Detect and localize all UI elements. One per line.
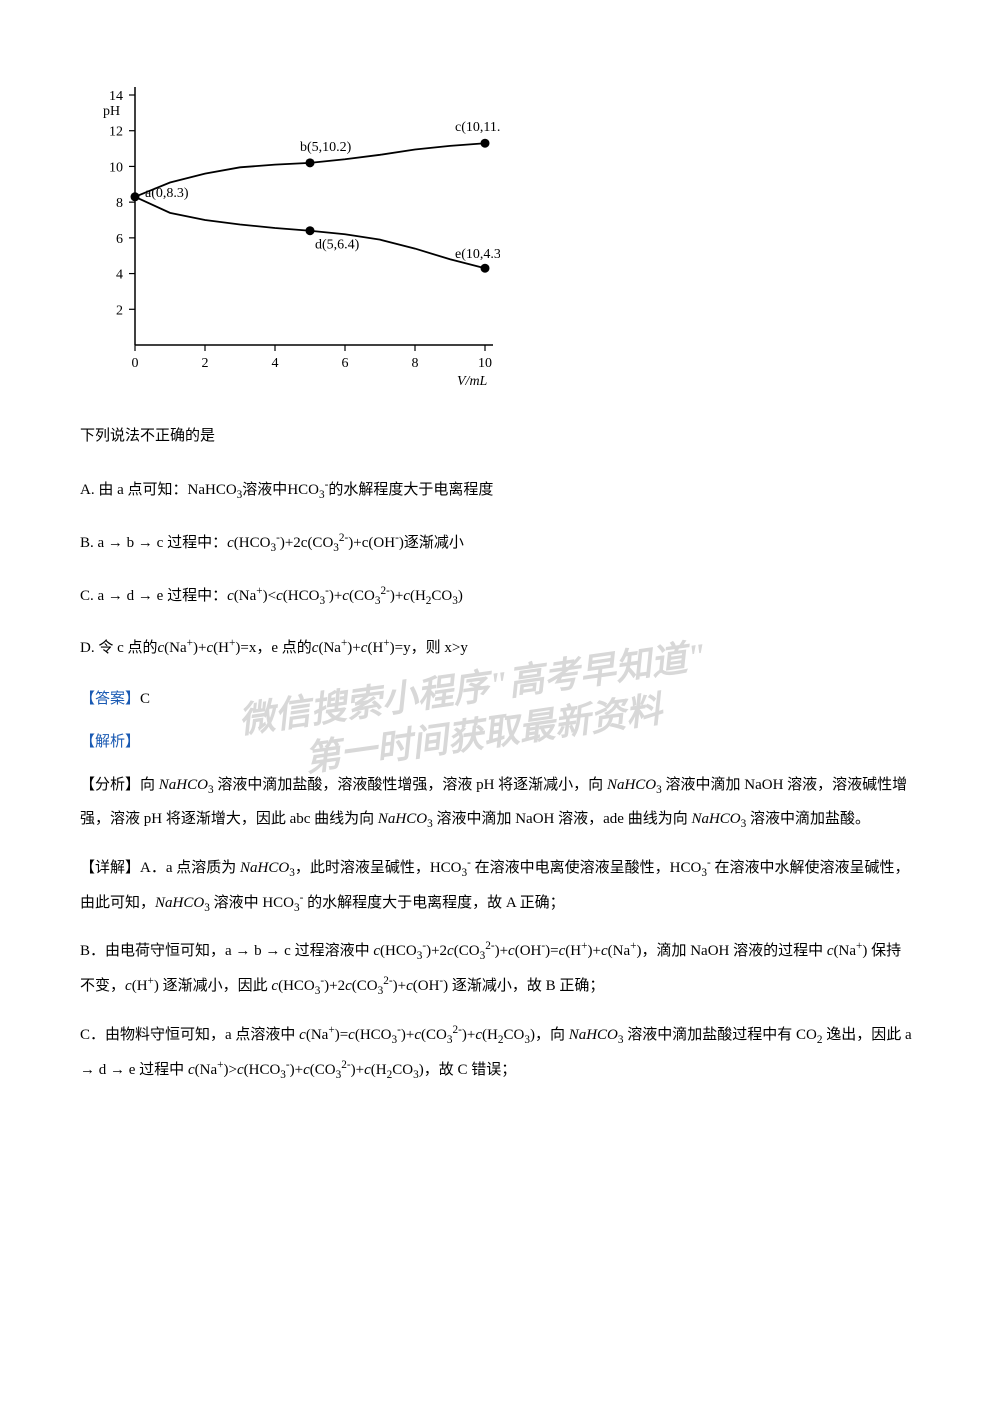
svg-text:14: 14 bbox=[109, 89, 123, 104]
option-d: D. 令 c 点的c(Na+)+c(H+)=x，e 点的c(Na+)+c(H+)… bbox=[80, 631, 912, 665]
option-a-prefix: A. 由 a 点可知： bbox=[80, 482, 188, 498]
svg-text:b(5,10.2): b(5,10.2) bbox=[300, 140, 352, 155]
chem-nahco3: NaHCO bbox=[188, 482, 237, 498]
detail-b-text: B．由电荷守恒可知，a → b → c 过程溶液中 c(HCO3-)+2c(CO… bbox=[80, 943, 901, 994]
analysis-label: 【解析】 bbox=[80, 726, 912, 759]
option-c-expr: c(Na+)<c(HCO3-)+c(CO32-)+c(H2CO3) bbox=[227, 588, 463, 604]
option-b: B. a → b → c 过程中：c(HCO3-)+2c(CO32-)+c(OH… bbox=[80, 526, 912, 561]
svg-text:0: 0 bbox=[132, 356, 139, 371]
option-b-prefix: B. bbox=[80, 535, 98, 551]
svg-text:2: 2 bbox=[202, 356, 209, 371]
detail-a-text: A．a 点溶质为 NaHCO3，此时溶液呈碱性，HCO3- 在溶液中电离使溶液呈… bbox=[80, 860, 909, 911]
analysis-detail-a: 【详解】A．a 点溶质为 NaHCO3，此时溶液呈碱性，HCO3- 在溶液中电离… bbox=[80, 851, 912, 921]
svg-text:10: 10 bbox=[478, 356, 492, 371]
option-d-expr2: c(Na+)+c(H+)=y bbox=[312, 640, 411, 656]
answer-label: 【答案】 bbox=[80, 691, 140, 707]
svg-text:10: 10 bbox=[109, 160, 123, 175]
fenxi-text: 向 NaHCO3 溶液中滴加盐酸，溶液酸性增强，溶液 pH 将逐渐减小，向 Na… bbox=[80, 777, 907, 827]
svg-text:2: 2 bbox=[116, 303, 123, 318]
option-c-prefix: C. bbox=[80, 588, 98, 604]
option-b-expr: c(HCO3-)+2c(CO32-)+c(OH-) bbox=[227, 535, 404, 551]
svg-text:6: 6 bbox=[116, 232, 123, 247]
svg-text:6: 6 bbox=[342, 356, 349, 371]
analysis-fenxi: 【分析】向 NaHCO3 溶液中滴加盐酸，溶液酸性增强，溶液 pH 将逐渐减小，… bbox=[80, 769, 912, 837]
detail-c-text: C．由物料守恒可知，a 点溶液中 c(Na+)=c(HCO3-)+c(CO32-… bbox=[80, 1027, 912, 1078]
svg-text:e(10,4.3): e(10,4.3) bbox=[455, 247, 500, 262]
option-c: C. a → d → e 过程中：c(Na+)<c(HCO3-)+c(CO32-… bbox=[80, 579, 912, 614]
svg-text:c(10,11.3): c(10,11.3) bbox=[455, 120, 500, 135]
ph-chart: 0 2 4 6 8 10 2 4 6 8 10 12 14pH V/mL a(0,8.3) b(5,10.2)… bbox=[80, 80, 912, 390]
chart-svg: 0 2 4 6 8 10 2 4 6 8 10 12 14pH V/mL a(0,8.3) b(5,10.2)… bbox=[80, 80, 500, 390]
answer-section: 【答案】C bbox=[80, 683, 912, 716]
analysis-detail-b: B．由电荷守恒可知，a → b → c 过程溶液中 c(HCO3-)+2c(CO… bbox=[80, 934, 912, 1004]
svg-text:8: 8 bbox=[116, 196, 123, 211]
answer-value: C bbox=[140, 691, 150, 707]
svg-text:8: 8 bbox=[412, 356, 419, 371]
option-a: A. 由 a 点可知：NaHCO3溶液中HCO3-的水解程度大于电离程度 bbox=[80, 473, 912, 508]
svg-text:12: 12 bbox=[109, 125, 123, 140]
svg-text:a(0,8.3): a(0,8.3) bbox=[145, 186, 189, 201]
option-d-expr1: c(Na+)+c(H+)=x bbox=[158, 640, 257, 656]
svg-text:4: 4 bbox=[272, 356, 279, 371]
svg-text:pH: pH bbox=[103, 104, 120, 119]
svg-text:d(5,6.4): d(5,6.4) bbox=[315, 238, 360, 253]
analysis-detail-c: C．由物料守恒可知，a 点溶液中 c(Na+)=c(HCO3-)+c(CO32-… bbox=[80, 1018, 912, 1088]
option-d-prefix: D. 令 c 点的 bbox=[80, 640, 158, 656]
svg-text:V/mL: V/mL bbox=[457, 374, 488, 389]
svg-text:4: 4 bbox=[116, 268, 123, 283]
question-intro: 下列说法不正确的是 bbox=[80, 420, 912, 453]
